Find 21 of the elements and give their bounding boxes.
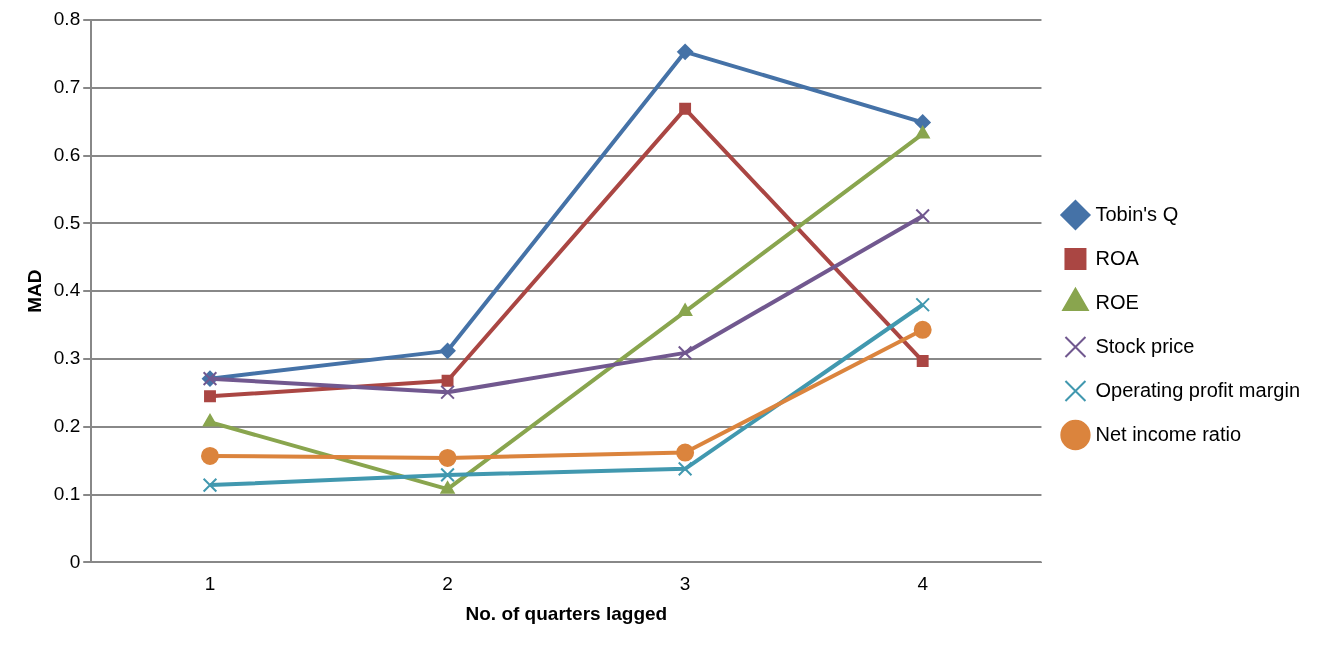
legend-label: ROE [1095, 290, 1139, 313]
y-tick-label: 0.7 [53, 76, 81, 98]
x-axis-title: No. of quarters lagged [465, 602, 668, 624]
x-tick-label: 4 [917, 573, 929, 595]
y-tick-label: 0.3 [53, 347, 81, 369]
legend-label: ROA [1095, 246, 1140, 269]
x-tick-label: 1 [204, 573, 216, 595]
x-tick-label: 3 [679, 573, 691, 595]
y-axis-title: MAD [23, 269, 45, 313]
legend-label: Net income ratio [1095, 422, 1242, 445]
legend-label: Stock price [1095, 334, 1195, 357]
legend-label: Operating profit margin [1095, 378, 1301, 401]
y-tick-label: 0 [69, 550, 81, 572]
y-tick-label: 0.8 [53, 8, 81, 30]
y-tick-label: 0.2 [53, 415, 81, 437]
y-tick-label: 0.1 [53, 482, 81, 504]
x-tick-label: 2 [442, 573, 453, 595]
y-tick-label: 0.6 [53, 143, 81, 165]
y-tick-label: 0.4 [53, 279, 81, 301]
y-tick-label: 0.5 [53, 211, 81, 233]
legend-label: Tobin's Q [1095, 202, 1179, 225]
